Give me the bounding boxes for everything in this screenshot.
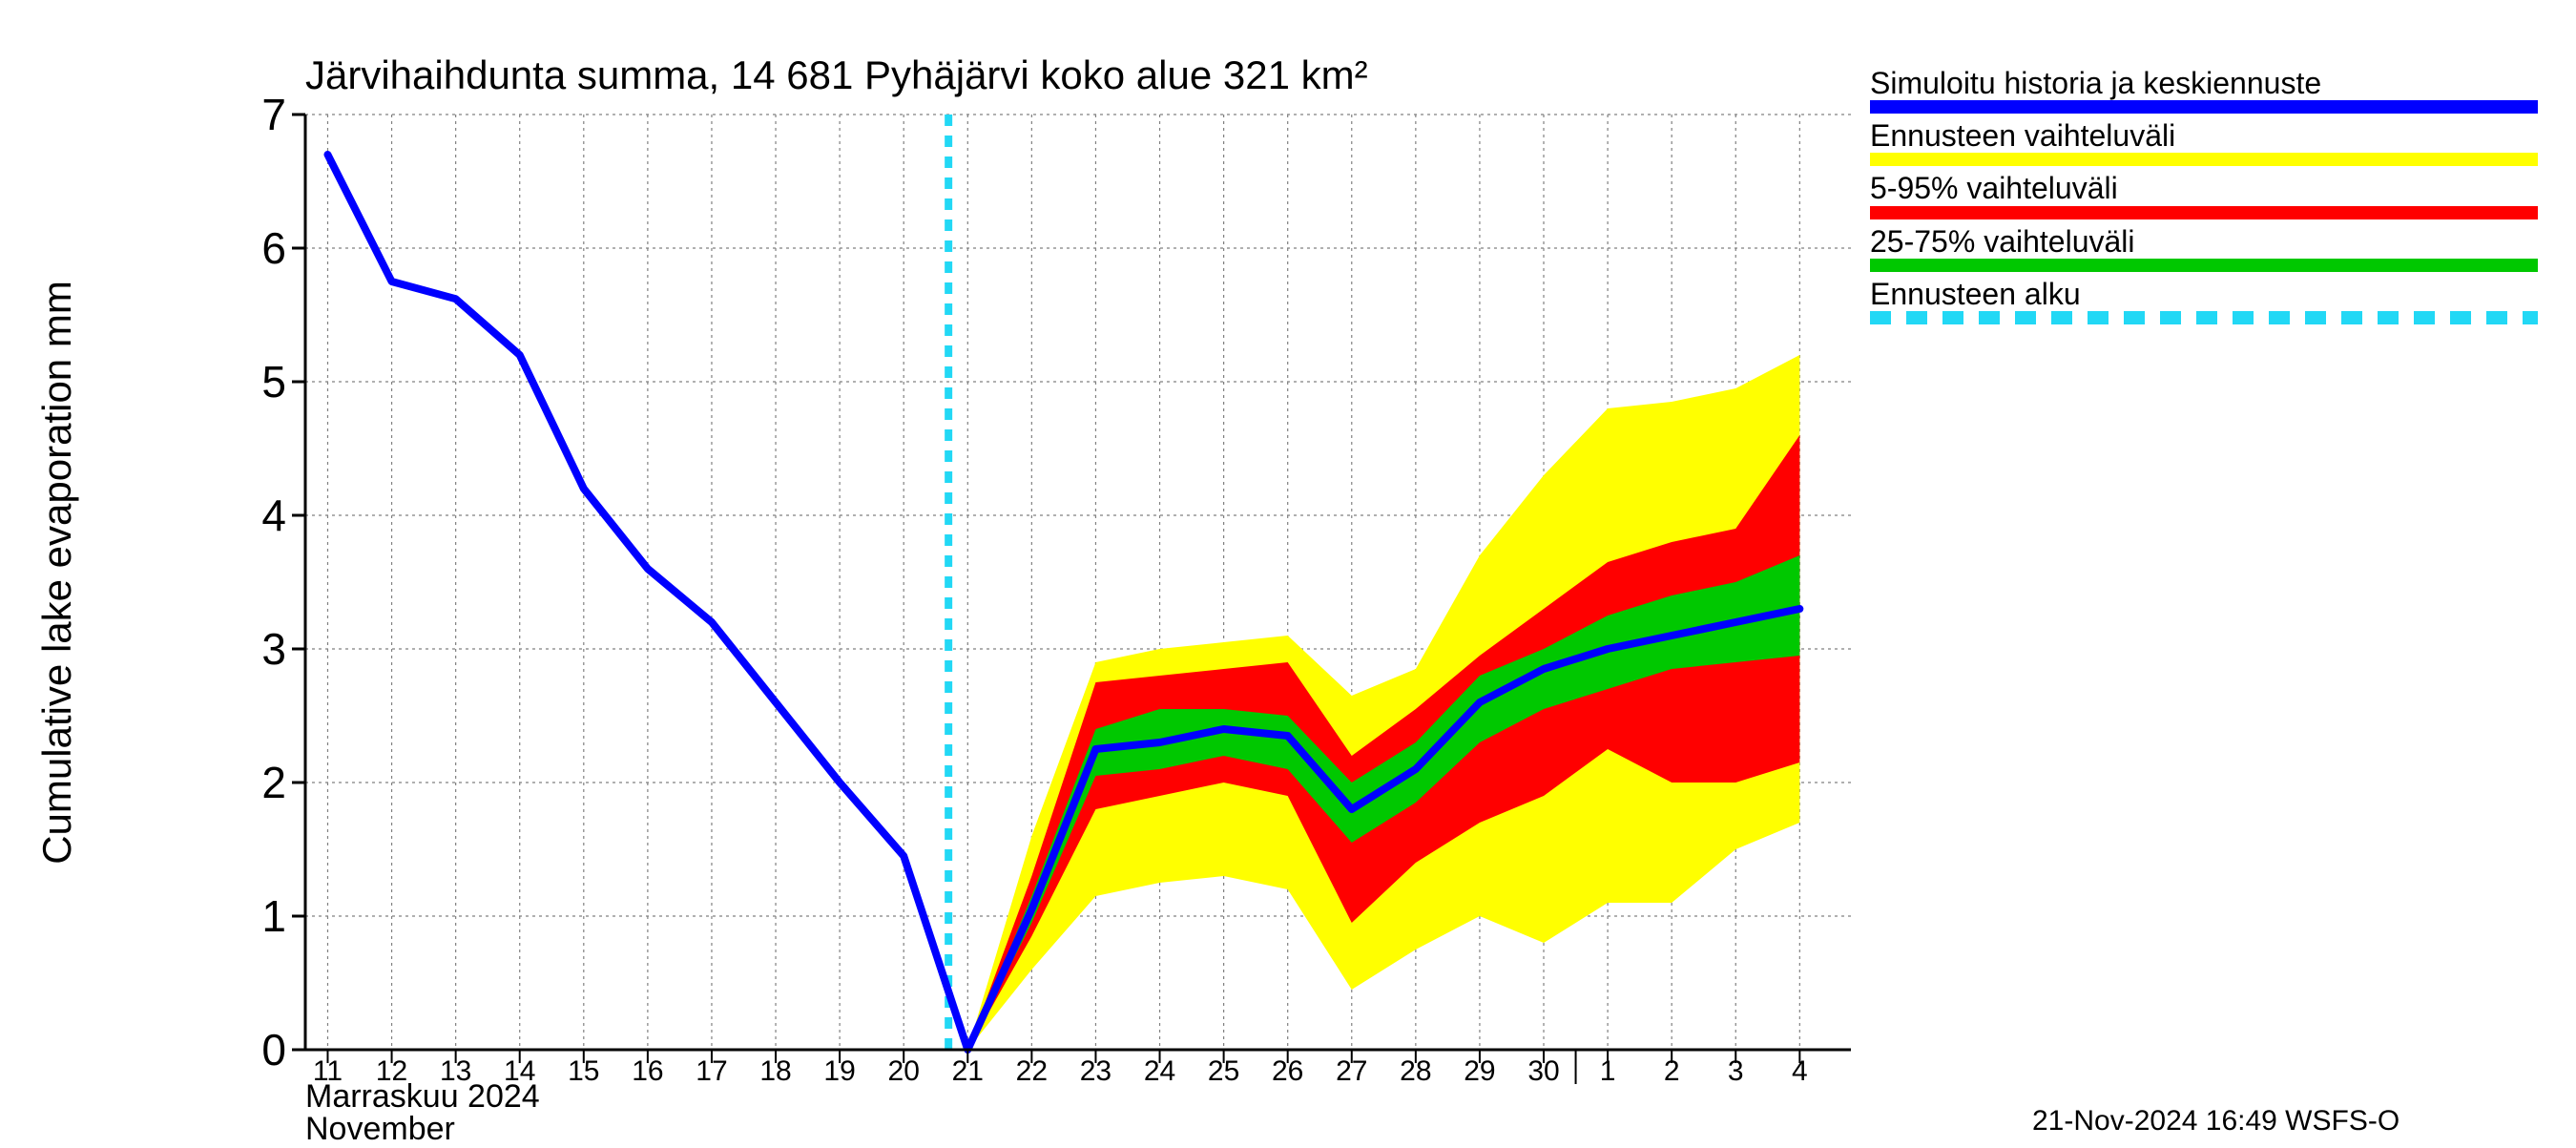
plot-svg [305,115,1851,1050]
x-month-label-en: November [305,1111,455,1148]
chart-canvas: Järvihaihdunta summa, 14 681 Pyhäjärvi k… [0,0,2576,1145]
x-tick-label: 27 [1336,1055,1367,1088]
x-tick-label: 15 [568,1055,599,1088]
legend-item: Ennusteen vaihteluväli [1870,119,2538,166]
legend-label: 25-75% vaihteluväli [1870,225,2538,259]
x-tick-label: 4 [1792,1055,1808,1088]
x-tick-label: 3 [1728,1055,1744,1088]
x-tick-label: 20 [888,1055,920,1088]
timestamp: 21-Nov-2024 16:49 WSFS-O [2032,1105,2399,1138]
legend-item: 5-95% vaihteluväli [1870,172,2538,219]
y-tick-label: 2 [261,757,286,808]
chart-title: Järvihaihdunta summa, 14 681 Pyhäjärvi k… [305,52,1368,98]
x-tick-label: 30 [1527,1055,1559,1088]
x-tick-label: 16 [632,1055,663,1088]
legend-item: 25-75% vaihteluväli [1870,225,2538,272]
legend-label: 5-95% vaihteluväli [1870,172,2538,205]
y-tick-label: 1 [261,890,286,942]
legend-swatch [1870,153,2538,166]
x-tick-label: 23 [1080,1055,1111,1088]
x-tick-label: 1 [1600,1055,1616,1088]
x-tick-label: 22 [1016,1055,1048,1088]
x-tick-label: 29 [1464,1055,1495,1088]
legend-label: Ennusteen alku [1870,278,2538,311]
legend-item: Simuloitu historia ja keskiennuste [1870,67,2538,114]
y-tick-label: 5 [261,356,286,407]
x-tick-label: 25 [1208,1055,1239,1088]
x-tick-label: 19 [823,1055,855,1088]
legend-swatch [1870,206,2538,219]
legend-label: Simuloitu historia ja keskiennuste [1870,67,2538,100]
legend: Simuloitu historia ja keskiennuste Ennust… [1870,67,2538,330]
legend-item: Ennusteen alku [1870,278,2538,324]
y-tick-label: 3 [261,623,286,675]
y-axis-label: Cumulative lake evaporation mm [34,281,80,865]
x-tick-label: 18 [759,1055,791,1088]
y-tick-label: 4 [261,490,286,541]
x-tick-label: 24 [1144,1055,1175,1088]
x-tick-label: 21 [952,1055,984,1088]
legend-swatch [1870,259,2538,272]
y-tick-label: 7 [261,89,286,140]
x-tick-label: 28 [1400,1055,1431,1088]
x-tick-label: 26 [1272,1055,1303,1088]
legend-swatch [1870,311,2538,324]
plot-area: 01234567 1112131415161718192021222324252… [305,115,1851,1050]
y-tick-label: 0 [261,1024,286,1075]
x-tick-label: 2 [1664,1055,1680,1088]
x-tick-label: 17 [696,1055,727,1088]
y-tick-label: 6 [261,222,286,274]
legend-label: Ennusteen vaihteluväli [1870,119,2538,153]
legend-swatch [1870,100,2538,114]
